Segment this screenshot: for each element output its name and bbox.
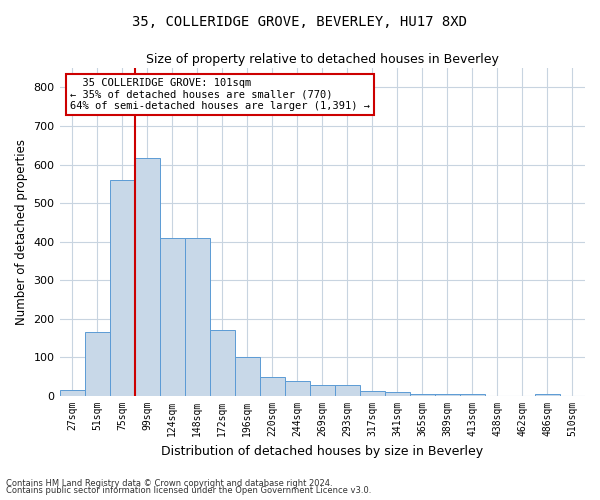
Bar [435,394,460,396]
Bar [310,386,335,396]
Bar [110,180,134,396]
Text: 35 COLLERIDGE GROVE: 101sqm
← 35% of detached houses are smaller (770)
64% of se: 35 COLLERIDGE GROVE: 101sqm ← 35% of det… [70,78,370,111]
Bar [385,392,410,396]
Y-axis label: Number of detached properties: Number of detached properties [15,139,28,325]
Bar [260,377,285,396]
Bar [235,358,260,396]
Bar [360,392,385,396]
Bar [285,382,310,396]
Bar [410,394,435,396]
Bar [85,332,110,396]
Bar [335,386,360,396]
Bar [134,158,160,396]
Text: Contains HM Land Registry data © Crown copyright and database right 2024.: Contains HM Land Registry data © Crown c… [6,478,332,488]
Text: Contains public sector information licensed under the Open Government Licence v3: Contains public sector information licen… [6,486,371,495]
Bar [59,390,85,396]
Text: 35, COLLERIDGE GROVE, BEVERLEY, HU17 8XD: 35, COLLERIDGE GROVE, BEVERLEY, HU17 8XD [133,15,467,29]
Bar [160,238,185,396]
Title: Size of property relative to detached houses in Beverley: Size of property relative to detached ho… [146,52,499,66]
Bar [185,238,209,396]
Bar [460,394,485,396]
Bar [535,394,560,396]
Bar [209,330,235,396]
X-axis label: Distribution of detached houses by size in Beverley: Distribution of detached houses by size … [161,444,484,458]
